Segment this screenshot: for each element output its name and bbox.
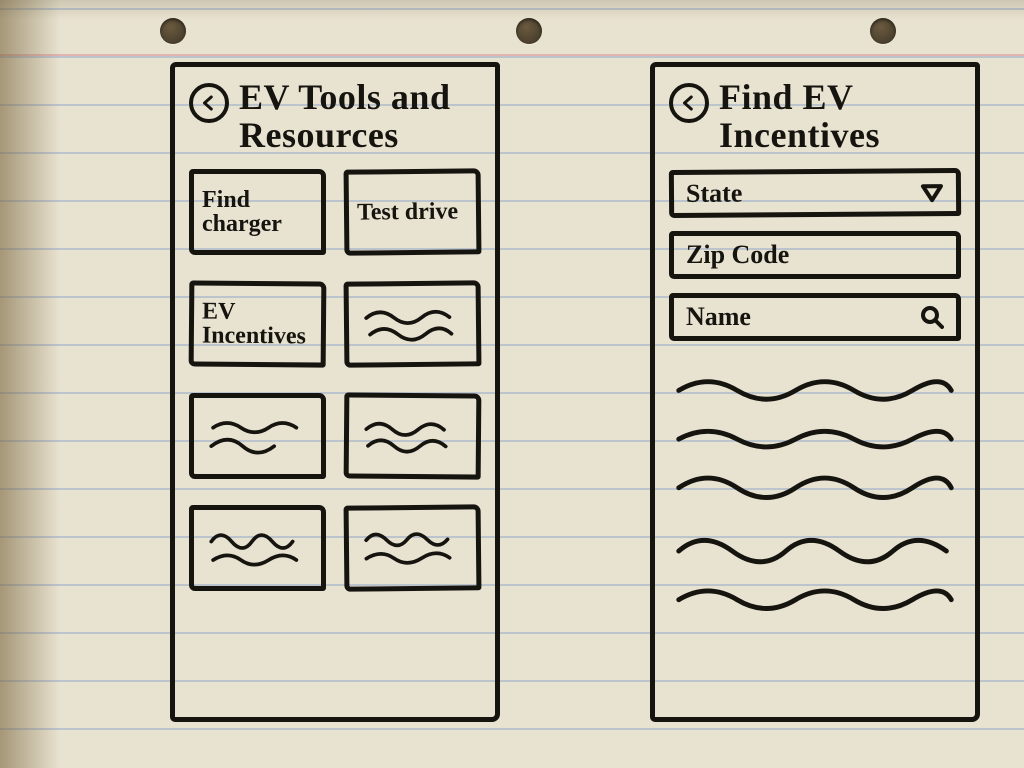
panel-title: Find EV Incentives <box>719 79 961 155</box>
field-label: Name <box>686 302 751 332</box>
panel-header: EV Tools and Resources <box>189 79 481 155</box>
squiggle-icon <box>202 411 313 461</box>
tile-label: Test drive <box>357 199 458 224</box>
punch-hole <box>516 18 542 44</box>
tile-placeholder[interactable] <box>189 393 326 479</box>
tile-label: Find charger <box>202 188 313 236</box>
sheet: EV Tools and Resources Find charger Test… <box>70 0 1024 768</box>
tile-ev-incentives[interactable]: EV Incentives <box>189 280 327 367</box>
panel-ev-tools: EV Tools and Resources Find charger Test… <box>170 62 500 722</box>
tile-placeholder[interactable] <box>344 504 482 591</box>
state-dropdown[interactable]: State <box>669 168 961 218</box>
tile-placeholder[interactable] <box>344 392 482 479</box>
tile-label: EV Incentives <box>202 299 313 348</box>
panel-title: EV Tools and Resources <box>239 79 481 155</box>
left-arrow-icon <box>200 94 218 112</box>
results-placeholder <box>669 371 961 629</box>
tile-placeholder[interactable] <box>344 280 482 367</box>
field-label: State <box>686 178 743 208</box>
tools-tile-grid: Find charger Test drive EV Incentives <box>189 169 481 591</box>
desk-edge <box>0 0 60 768</box>
zipcode-input[interactable]: Zip Code <box>669 231 961 279</box>
squiggle-icon <box>357 522 469 573</box>
squiggle-icon <box>357 410 468 461</box>
back-button[interactable] <box>189 83 229 123</box>
back-button[interactable] <box>669 83 709 123</box>
tile-find-charger[interactable]: Find charger <box>189 169 326 255</box>
name-search-input[interactable]: Name <box>669 293 961 341</box>
panel-find-incentives: Find EV Incentives State Zip Code Name <box>650 62 980 722</box>
punch-hole <box>160 18 186 44</box>
paper-background: EV Tools and Resources Find charger Test… <box>0 0 1024 768</box>
squiggle-icon <box>202 523 313 573</box>
field-label: Zip Code <box>686 240 789 270</box>
tile-placeholder[interactable] <box>189 505 326 591</box>
left-arrow-icon <box>680 94 698 112</box>
punch-hole <box>870 18 896 44</box>
tile-test-drive[interactable]: Test drive <box>344 168 482 255</box>
squiggle-lines-icon <box>669 371 961 624</box>
search-icon <box>920 305 944 329</box>
panel-header: Find EV Incentives <box>669 79 961 155</box>
squiggle-icon <box>357 298 469 349</box>
chevron-down-icon <box>920 180 944 204</box>
